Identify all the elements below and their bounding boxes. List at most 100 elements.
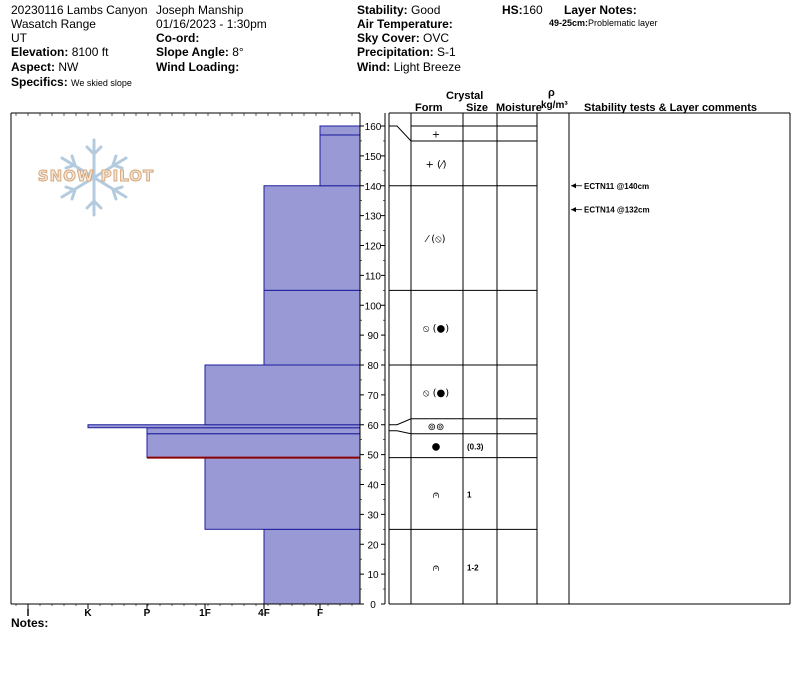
col-form: Form — [415, 102, 443, 114]
state: UT — [11, 31, 27, 45]
snowflake-icon — [60, 138, 128, 217]
height-label-0: 0 — [370, 600, 376, 611]
specifics-label: Specifics: — [11, 75, 68, 89]
layer-notes-label: Layer Notes: — [564, 3, 637, 17]
col-stability: Stability tests & Layer comments — [584, 102, 758, 114]
height-label-90: 90 — [367, 331, 379, 342]
logo-text: SNOW PILOT — [37, 167, 155, 186]
hs: HS:160 — [502, 3, 543, 17]
layer-form-2: ⁄ (⦸) — [424, 234, 445, 245]
notes-label: Notes: — [11, 616, 49, 630]
hardness-bar-8 — [319, 134, 361, 187]
layer-form-8: ⩀ — [433, 563, 440, 574]
range: Wasatch Range — [11, 17, 96, 31]
slope-angle: Slope Angle: 8° — [156, 45, 244, 59]
aspect-label: Aspect: — [11, 60, 56, 74]
height-label-140: 140 — [365, 182, 382, 193]
col-size: Size — [466, 102, 489, 114]
layer-form-5: ⊚⊚ — [428, 422, 445, 433]
test-arrow-head-1 — [571, 207, 576, 213]
test-label-0: ECTN11 @140cm — [584, 182, 649, 191]
elevation: Elevation: 8100 ft — [11, 45, 108, 59]
specifics-value: We skied slope — [71, 78, 132, 88]
test-label-1: ECTN14 @132cm — [584, 206, 650, 215]
air-temp-label: Air Temperature: — [357, 17, 453, 31]
stability-value: Good — [411, 3, 441, 17]
height-label-40: 40 — [367, 481, 379, 492]
hardness-bar-7 — [263, 185, 361, 291]
snowpilot-logo: SNOW PILOT — [30, 135, 160, 220]
wind: Wind: Light Breeze — [357, 60, 461, 74]
layer-note-range: 49-25cm: — [549, 18, 589, 28]
observer: Joseph Manship — [156, 3, 244, 17]
test-arrow-head-0 — [571, 183, 576, 189]
aspect: Aspect: NW — [11, 60, 78, 74]
stability: Stability: Good — [357, 3, 440, 17]
col-moisture: Moisture — [496, 102, 542, 114]
col-density-unit: kg/m³ — [541, 100, 568, 111]
height-label-100: 100 — [365, 301, 382, 312]
layer-form-4: ⦸ (●) — [423, 388, 449, 399]
precipitation: Precipitation: S-1 — [357, 45, 456, 59]
hardness-label-1F: 1F — [199, 608, 211, 619]
hardness-bar-1 — [204, 457, 361, 530]
hardness-label-F: F — [317, 608, 323, 619]
height-label-160: 160 — [365, 122, 382, 133]
height-label-130: 130 — [365, 212, 382, 223]
hs-label: HS: — [502, 3, 523, 17]
hardness-bar-3 — [146, 427, 361, 435]
sky-cover-label: Sky Cover: — [357, 31, 420, 45]
height-label-30: 30 — [367, 510, 379, 521]
layer-size-6: (0.3) — [467, 443, 484, 452]
layer-size-7: 1 — [467, 490, 472, 499]
height-label-70: 70 — [367, 391, 379, 402]
hardness-bar-6 — [263, 289, 361, 366]
precipitation-value: S-1 — [437, 45, 456, 59]
pit-id: 20230116 Lambs Canyon — [11, 3, 148, 17]
height-label-150: 150 — [365, 152, 382, 163]
layer-form-6: ● — [432, 442, 441, 453]
hardness-label-P: P — [144, 608, 151, 619]
height-label-60: 60 — [367, 421, 379, 432]
hs-value: 160 — [522, 3, 543, 17]
sky-cover-value: OVC — [423, 31, 450, 45]
stability-label: Stability: — [357, 3, 408, 17]
height-label-110: 110 — [365, 271, 381, 282]
wind-value: Light Breeze — [393, 60, 461, 74]
layer-form-0: + — [432, 129, 440, 140]
elevation-label: Elevation: — [11, 45, 69, 59]
hardness-bar-5 — [204, 364, 361, 426]
elevation-value: 8100 ft — [71, 45, 109, 59]
layer-boundary-5 — [389, 430, 537, 435]
layer-boundary-0 — [389, 125, 537, 142]
aspect-value: NW — [58, 60, 79, 74]
height-label-80: 80 — [367, 361, 379, 372]
height-label-20: 20 — [367, 540, 379, 551]
hardness-label-I: I — [27, 608, 30, 619]
slope-angle-label: Slope Angle: — [156, 45, 229, 59]
sky-cover: Sky Cover: OVC — [357, 31, 449, 45]
wind-label: Wind: — [357, 60, 391, 74]
hardness-bar-9 — [319, 125, 361, 136]
layer-boundary-4 — [389, 418, 537, 426]
layer-note-text: Problematic layer — [588, 18, 658, 28]
height-label-50: 50 — [367, 451, 379, 462]
slope-angle-value: 8° — [232, 45, 244, 59]
specifics: Specifics: We skied slope — [11, 75, 132, 90]
col-crystal: Crystal — [446, 90, 484, 102]
hardness-label-K: K — [84, 608, 92, 619]
layer-form-7: ⩀ — [433, 489, 440, 500]
height-label-120: 120 — [365, 242, 382, 253]
hardness-bar-2 — [146, 433, 361, 459]
layer-size-8: 1-2 — [467, 564, 479, 573]
datetime: 01/16/2023 - 1:30pm — [156, 17, 267, 31]
layer-form-3: ⦸ (●) — [423, 324, 449, 335]
hardness-label-4F: 4F — [258, 608, 270, 619]
precipitation-label: Precipitation: — [357, 45, 434, 59]
height-label-10: 10 — [367, 570, 379, 581]
hardness-bar-0 — [263, 528, 361, 605]
col-rho: ρ — [548, 87, 555, 99]
wind-loading-label: Wind Loading: — [156, 60, 240, 74]
layer-form-1: + (⁄) — [425, 159, 446, 170]
